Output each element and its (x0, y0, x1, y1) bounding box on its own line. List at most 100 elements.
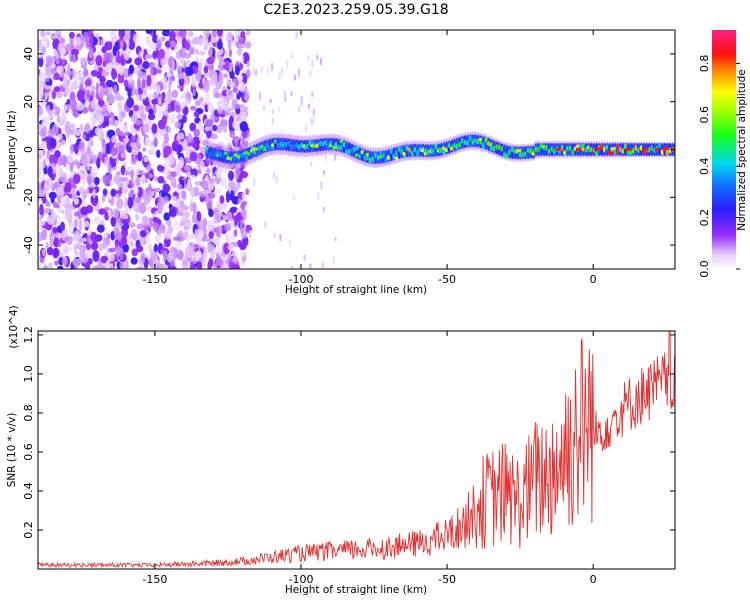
noise-cell (211, 36, 218, 43)
noise-cell (123, 49, 131, 61)
noise-cell (198, 131, 204, 143)
noise-cell (216, 30, 223, 37)
noise-cell (46, 201, 51, 207)
noise-cell (153, 221, 160, 232)
noise-cell (241, 192, 246, 201)
noise-cell (124, 196, 128, 207)
noise-cell (295, 31, 298, 39)
noise-cell (80, 206, 89, 216)
noise-cell (154, 84, 161, 96)
noise-cell (182, 230, 189, 241)
noise-cell (145, 30, 153, 35)
noise-cell (171, 75, 175, 82)
noise-cell (66, 103, 71, 111)
noise-cell (321, 262, 324, 269)
noise-cell (131, 248, 139, 257)
noise-cell (76, 89, 86, 102)
noise-cell (123, 161, 127, 167)
noise-cell (126, 32, 131, 39)
noise-cell (258, 92, 261, 100)
noise-cell (122, 243, 129, 253)
noise-cell (203, 65, 209, 74)
noise-cell (235, 107, 241, 115)
noise-cell (214, 91, 220, 99)
noise-cell (180, 211, 185, 217)
noise-cell (153, 187, 161, 193)
noise-cell (212, 124, 218, 132)
noise-cell (102, 52, 111, 63)
noise-cell (78, 219, 83, 232)
noise-cell (45, 31, 51, 36)
noise-cell (203, 30, 210, 38)
noise-cell (246, 61, 251, 68)
noise-cell (41, 228, 47, 241)
noise-cell (245, 41, 252, 49)
noise-cell (153, 137, 158, 148)
noise-cell (172, 111, 176, 124)
noise-cell (219, 61, 226, 66)
noise-cell (90, 69, 98, 77)
x-tick-label: -150 (142, 573, 167, 586)
noise-cell (156, 128, 161, 134)
noise-cell (137, 151, 143, 162)
noise-cell (122, 125, 126, 134)
noise-cell (171, 59, 175, 72)
noise-cell (70, 99, 77, 110)
noise-cell (73, 173, 81, 184)
noise-cell (191, 76, 196, 88)
noise-cell (116, 95, 125, 101)
noise-cell (106, 191, 112, 201)
noise-cell (226, 89, 230, 97)
noise-cell (70, 222, 74, 233)
noise-cell (38, 231, 42, 243)
noise-cell (157, 203, 163, 215)
noise-cell (112, 36, 117, 42)
noise-cell (134, 93, 139, 103)
noise-cell (38, 165, 41, 178)
noise-cell (211, 30, 217, 38)
noise-cell (209, 177, 215, 185)
noise-cell (144, 136, 152, 147)
noise-cell (85, 242, 91, 251)
snr-frame (37, 330, 676, 570)
noise-cell (283, 89, 286, 97)
noise-cell (61, 109, 67, 120)
noise-cell (204, 236, 212, 242)
noise-cell (161, 102, 169, 112)
noise-cell (191, 256, 197, 265)
noise-cell (84, 169, 88, 180)
noise-cell (47, 165, 53, 178)
noise-cell (317, 192, 320, 199)
noise-cell (163, 167, 171, 172)
noise-cell (100, 255, 109, 264)
noise-cell (158, 223, 166, 234)
noise-cell (96, 224, 105, 233)
noise-cell (113, 84, 118, 95)
noise-cell (166, 219, 172, 227)
noise-cell (223, 125, 227, 133)
noise-cell (44, 90, 48, 101)
noise-cell (95, 234, 103, 242)
noise-cell (122, 183, 127, 195)
noise-cell (271, 117, 274, 124)
noise-cell (211, 172, 215, 177)
noise-cell (69, 144, 74, 154)
noise-cell (249, 230, 252, 238)
noise-cell (195, 48, 199, 55)
noise-cell (189, 46, 195, 55)
noise-cell (111, 135, 117, 144)
noise-cell (51, 90, 57, 100)
noise-cell (240, 203, 246, 210)
noise-cell (117, 101, 123, 111)
noise-cell (46, 214, 55, 225)
noise-cell (213, 246, 217, 255)
noise-cell (92, 250, 100, 262)
noise-cell (236, 47, 242, 57)
noise-cell (195, 250, 202, 259)
noise-cell (163, 49, 170, 59)
noise-cell (124, 131, 131, 136)
noise-cell (160, 129, 167, 135)
noise-cell (169, 265, 177, 269)
noise-cell (39, 43, 47, 55)
noise-cell (176, 65, 183, 72)
